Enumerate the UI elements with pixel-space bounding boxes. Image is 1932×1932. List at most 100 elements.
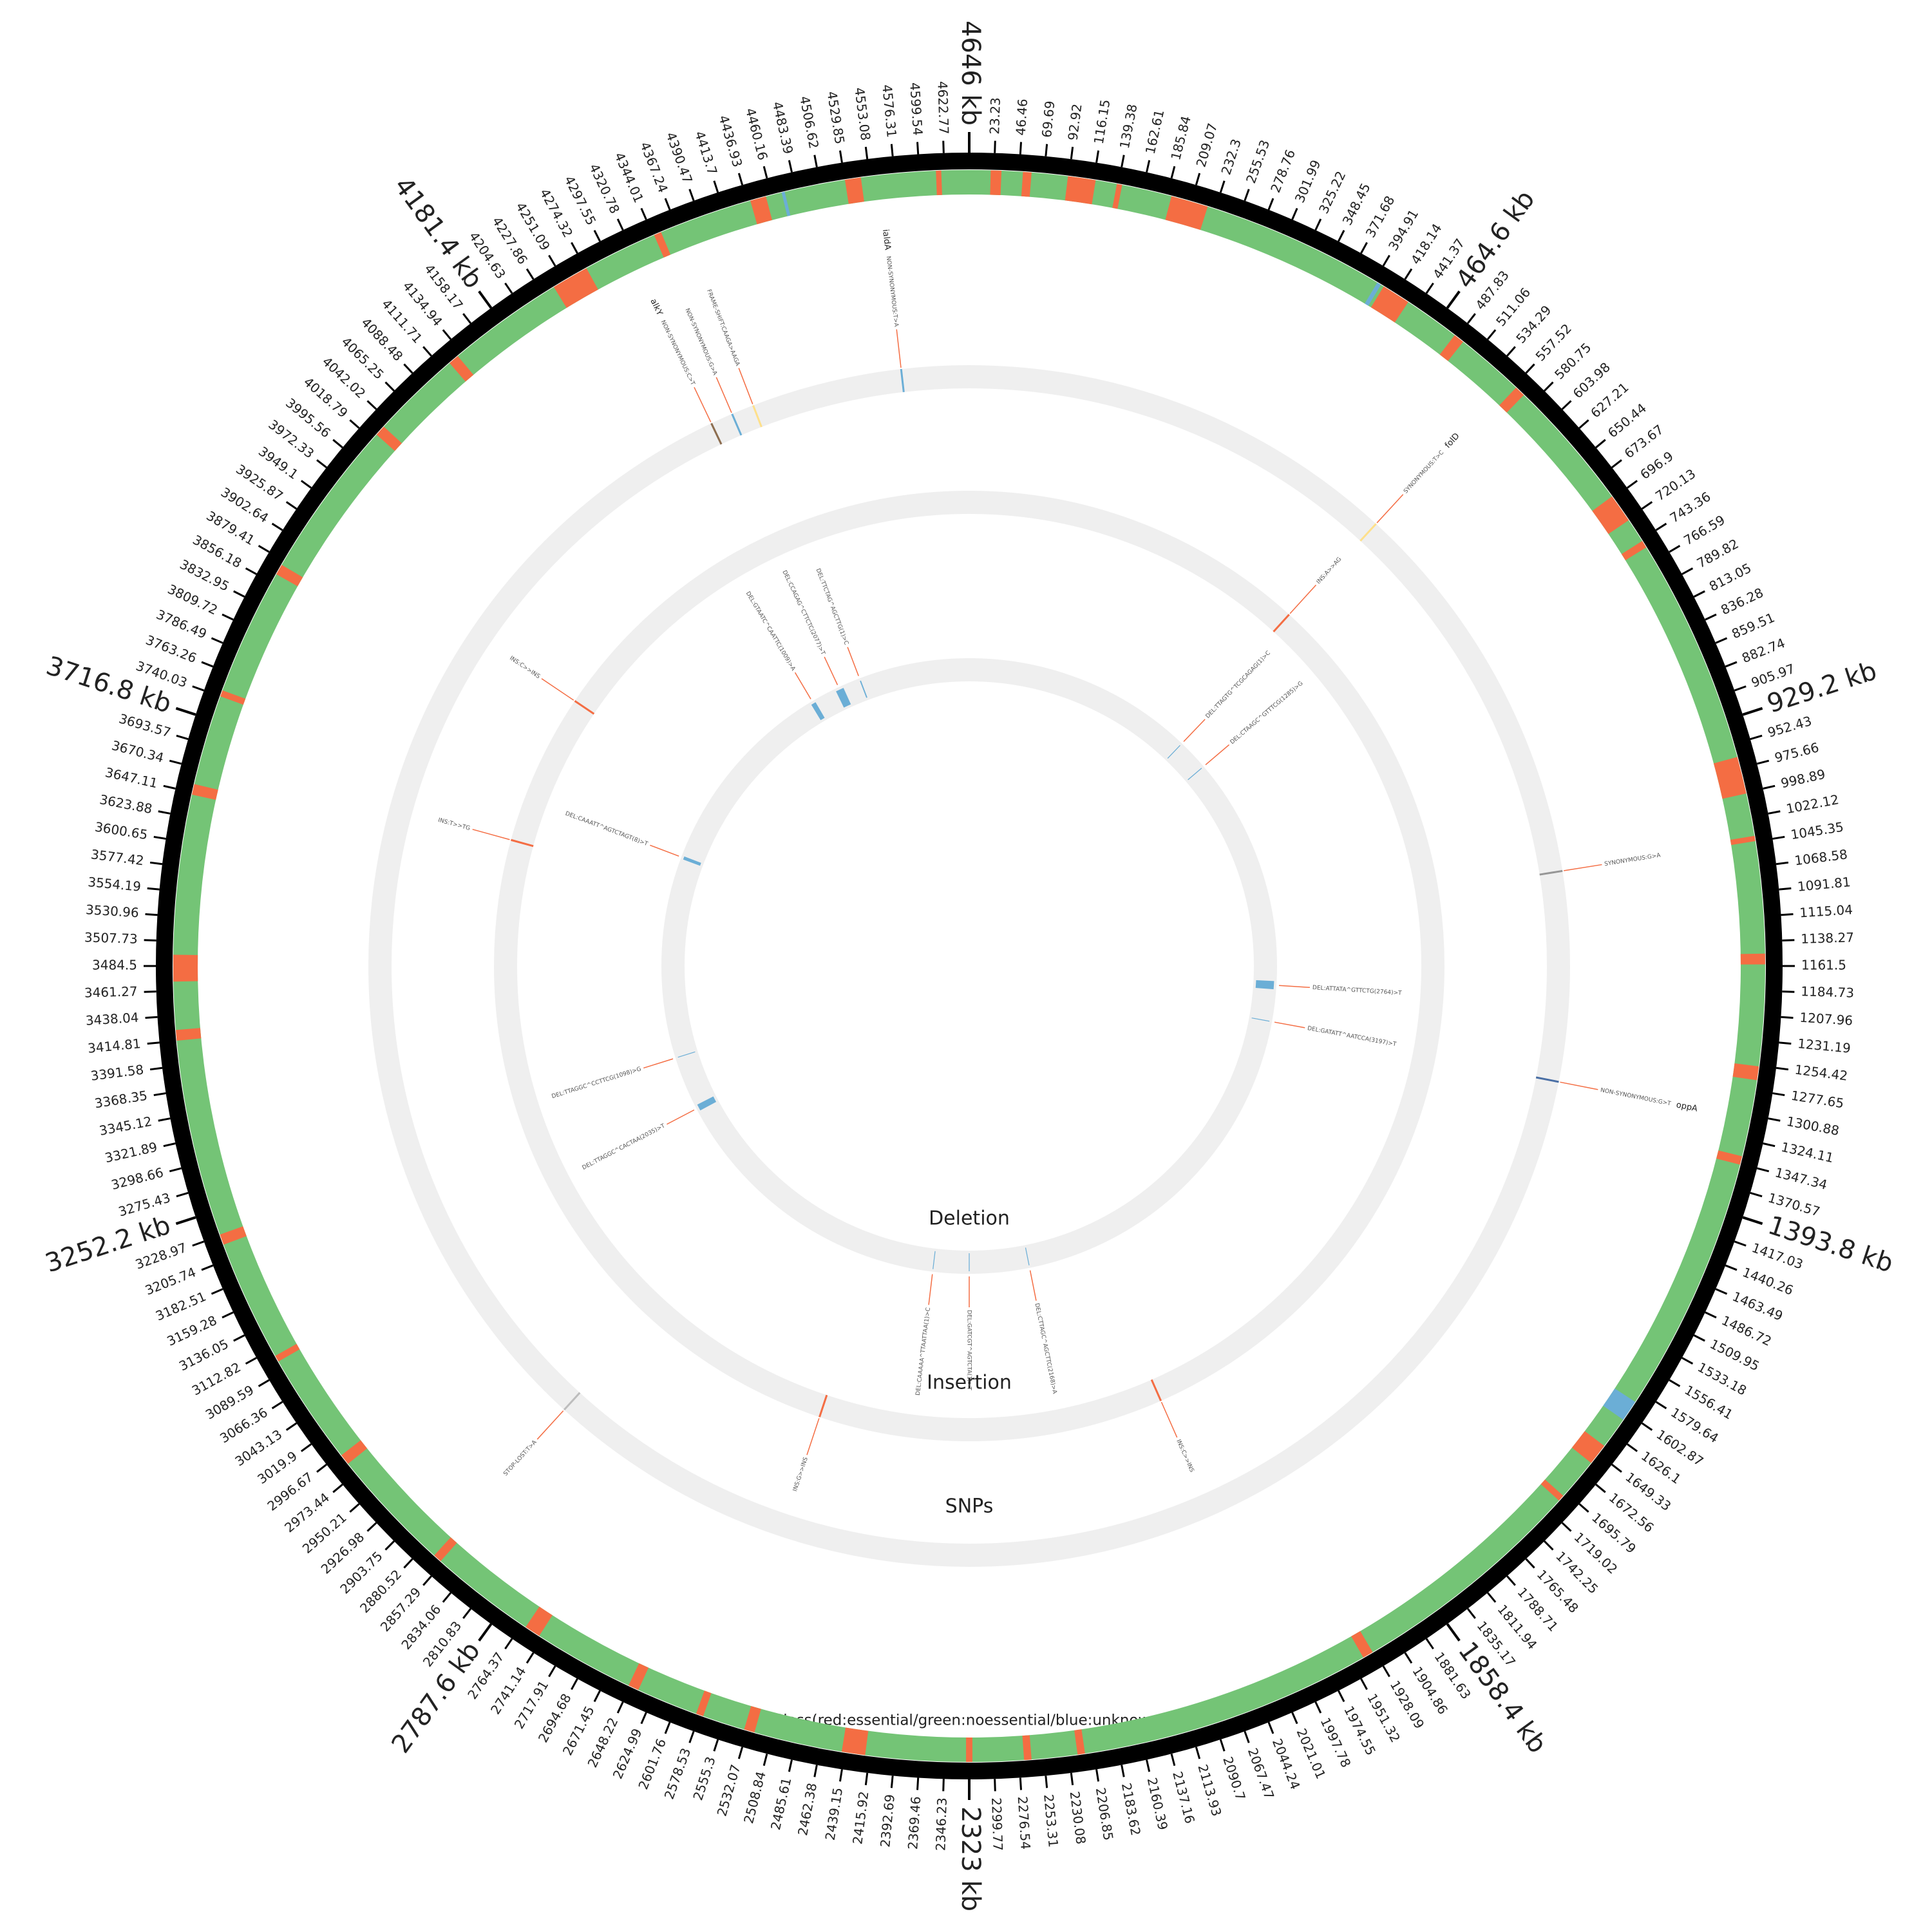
tick-mark xyxy=(1095,1769,1100,1782)
tick-mark xyxy=(593,230,601,242)
tick-mark xyxy=(211,1288,223,1295)
tick-mark xyxy=(403,1558,413,1569)
tick-mark xyxy=(222,613,234,621)
tick-mark xyxy=(258,1379,270,1387)
variant-label: DEL:GATCGT^AGTCTA(1)>T xyxy=(966,1310,972,1390)
tick-mark xyxy=(1750,1191,1763,1198)
class-segment xyxy=(276,565,303,587)
tick-mark xyxy=(1781,913,1794,916)
x-tick-label: 2067.47 xyxy=(1245,1746,1278,1801)
x-tick-label: 1347.34 xyxy=(1774,1164,1829,1193)
x-tick-label: 4576.31 xyxy=(879,84,900,138)
x-tick-label: 2276.54 xyxy=(1015,1796,1034,1850)
tick-mark xyxy=(1655,1401,1667,1410)
tick-mark xyxy=(1244,1730,1250,1743)
leader-line xyxy=(650,844,679,857)
class-segment xyxy=(1365,282,1381,306)
tick-mark xyxy=(616,218,624,231)
tick-mark xyxy=(1338,1690,1345,1702)
variant-mark xyxy=(511,838,534,848)
leader-line xyxy=(1376,494,1404,524)
tick-mark xyxy=(245,1357,257,1365)
class-segment xyxy=(1540,1479,1564,1501)
tick-mark xyxy=(890,144,894,156)
tick-mark xyxy=(163,784,176,790)
variant-label: INS:G>>INS xyxy=(792,1456,810,1492)
major-tick-label: 2323 kb xyxy=(956,1806,985,1911)
variant-label: DEL:TTCTAG^AGCTTG(1)>C xyxy=(815,568,849,646)
tick-mark xyxy=(1750,734,1763,741)
x-tick-label: 4413.7 xyxy=(692,129,720,177)
x-tick-label: 3530.96 xyxy=(85,902,139,920)
x-tick-label: 278.76 xyxy=(1267,147,1298,195)
x-tick-label: 789.82 xyxy=(1694,536,1741,571)
variant-mark xyxy=(752,404,762,428)
tick-mark xyxy=(942,140,945,153)
x-tick-label: 4553.08 xyxy=(851,86,873,141)
variant-label: NON-SYNONYMOUS:C>T xyxy=(659,319,696,387)
tick-mark xyxy=(1244,189,1250,202)
tick-mark xyxy=(1195,1747,1201,1759)
variant-label: INS:T>>TG xyxy=(437,817,471,832)
class-segment xyxy=(220,1226,247,1245)
tick-mark xyxy=(1070,146,1074,160)
tick-mark xyxy=(211,637,223,644)
tick-mark xyxy=(593,1690,601,1702)
variant-label: DEL:TTAGTG^TCGCAGAG(1)>C xyxy=(1205,650,1272,719)
class-segment xyxy=(1716,1150,1743,1165)
deletion-mark xyxy=(836,688,851,708)
tick-mark xyxy=(1466,313,1476,324)
x-tick-label: 882.74 xyxy=(1739,635,1787,666)
x-tick-label: 4622.77 xyxy=(934,81,952,135)
class-segment xyxy=(526,1606,553,1636)
tick-mark xyxy=(813,1765,818,1777)
tick-mark xyxy=(640,1712,647,1725)
class-segment xyxy=(175,1028,202,1041)
x-tick-label: 1022.12 xyxy=(1785,791,1841,817)
x-tick-label: 696.9 xyxy=(1637,448,1676,482)
leader-line xyxy=(694,386,712,422)
tick-mark xyxy=(1045,144,1048,156)
x-tick-label: 3670.34 xyxy=(110,737,166,766)
gene-label: oppA xyxy=(1676,1100,1699,1113)
x-tick-label: 1068.58 xyxy=(1794,846,1848,868)
class-segment xyxy=(1065,176,1096,205)
tick-mark xyxy=(1219,1739,1226,1752)
tick-mark xyxy=(504,282,513,294)
class-segment xyxy=(841,1727,869,1756)
tick-mark xyxy=(1779,887,1792,891)
class-segment xyxy=(220,690,246,705)
tick-mark xyxy=(713,1739,719,1752)
tick-mark xyxy=(838,1769,843,1782)
x-tick-label: 2090.7 xyxy=(1220,1755,1248,1803)
x-tick-label: 4529.85 xyxy=(824,90,848,145)
tick-mark xyxy=(176,1191,189,1198)
tick-mark xyxy=(788,160,793,173)
tick-mark xyxy=(384,1540,395,1551)
tick-mark xyxy=(1404,1652,1413,1664)
x-tick-label: 1324.11 xyxy=(1780,1139,1835,1166)
tick-mark xyxy=(548,1665,556,1678)
variant-mark xyxy=(1273,614,1290,632)
tick-mark xyxy=(169,1167,182,1173)
tick-mark xyxy=(158,810,171,815)
tick-mark xyxy=(1669,545,1681,553)
tick-mark xyxy=(192,685,205,692)
leader-line xyxy=(643,1058,674,1069)
tick-mark xyxy=(1146,160,1151,173)
tick-mark xyxy=(864,146,869,160)
tick-mark xyxy=(838,150,843,163)
x-tick-label: 4367.24 xyxy=(637,140,671,195)
tick-mark xyxy=(300,1443,312,1452)
tick-mark xyxy=(526,268,535,280)
tick-mark xyxy=(192,1240,205,1247)
deletion-mark xyxy=(860,680,867,698)
class-segment xyxy=(450,355,474,382)
tick-mark xyxy=(149,1066,163,1071)
tick-mark xyxy=(1544,1540,1554,1551)
major-tick-mark xyxy=(478,290,493,309)
gene-label: ialdA xyxy=(880,229,893,251)
tick-mark xyxy=(1756,759,1770,765)
tick-mark xyxy=(1776,1066,1789,1071)
tick-mark xyxy=(1734,1240,1747,1247)
